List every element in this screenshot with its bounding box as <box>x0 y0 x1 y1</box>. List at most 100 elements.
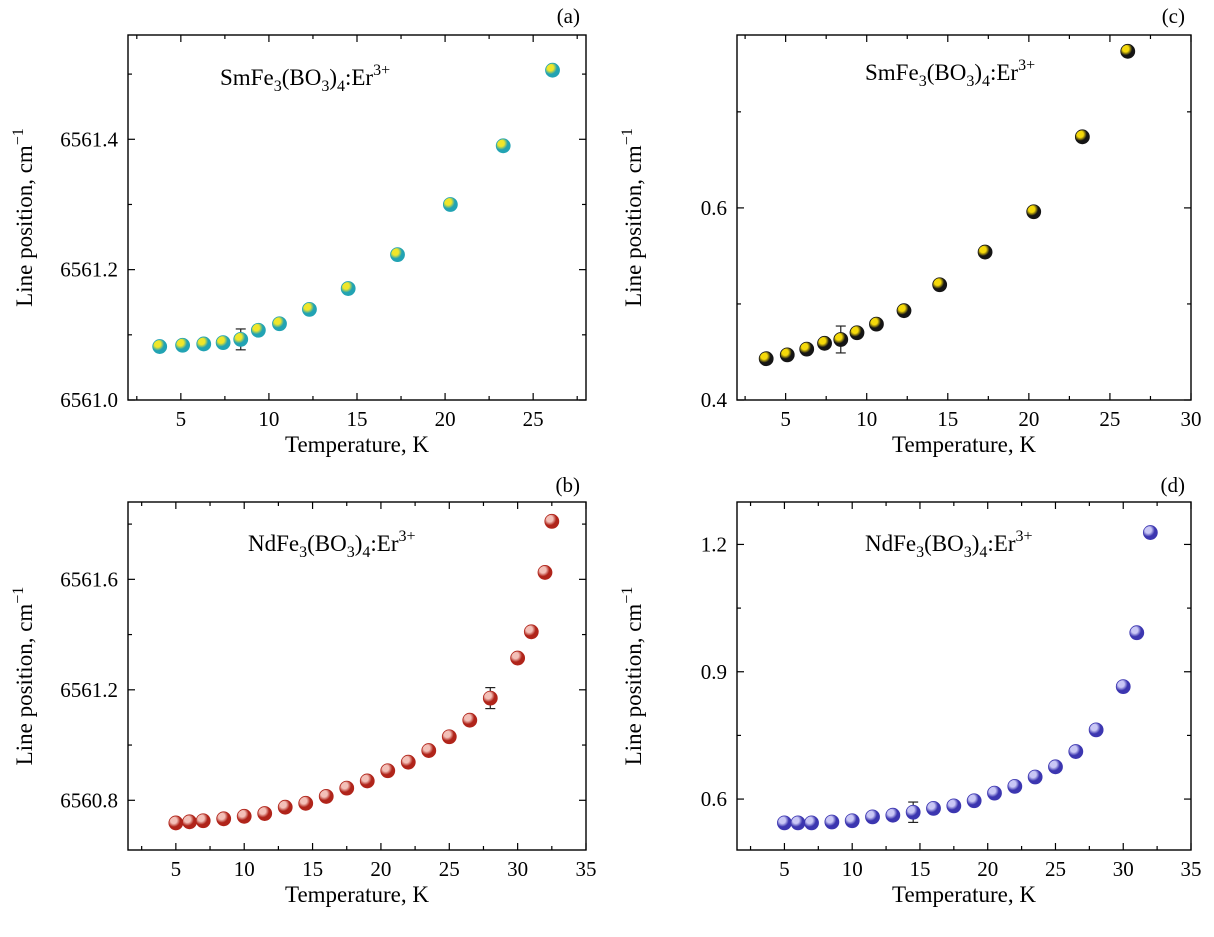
panel-d: 5 10 15 20 25 30 35 0.6 0.9 1.2 Temperature, K Line… <box>619 473 1202 907</box>
data-point <box>896 303 912 319</box>
panel-c: 5 10 15 20 25 30 0.4 0.6 Temperature, K Line posi… <box>619 4 1202 457</box>
annotation-pre: SmFe <box>220 65 274 90</box>
y-axis-label: Line position, cm−1 <box>619 128 646 307</box>
annotation-sub1: 3 <box>916 544 924 561</box>
data-point <box>152 339 168 354</box>
data-point <box>1129 625 1145 641</box>
x-tick-label: 20 <box>1018 407 1039 431</box>
data-point <box>1027 769 1043 785</box>
data-point <box>1068 744 1084 759</box>
data-point <box>441 729 457 745</box>
annotation-sub3: 4 <box>979 544 987 561</box>
compound-annotation: NdFe3(BO3)4:Er3+ <box>248 528 416 561</box>
data-point <box>844 813 860 829</box>
annotation-pre: SmFe <box>865 60 919 85</box>
y-tick-label: 6561.2 <box>60 258 118 282</box>
data-point <box>885 807 901 823</box>
data-point <box>817 335 832 351</box>
data-point <box>537 565 553 580</box>
annotation-sub1: 3 <box>274 78 282 95</box>
x-tick-label: 5 <box>171 857 182 881</box>
annotation-sub3: 4 <box>362 544 370 561</box>
annotation-mid: (BO <box>924 531 964 556</box>
data-point <box>1142 525 1158 540</box>
y-axis-label-superscript: −1 <box>10 587 27 604</box>
data-point <box>833 332 849 347</box>
data-point <box>339 780 355 796</box>
x-tick-label: 30 <box>1181 407 1202 431</box>
data-point <box>1048 759 1063 775</box>
data-point <box>257 806 273 821</box>
panel-label: (d) <box>1161 473 1186 497</box>
data-point <box>1088 722 1104 738</box>
x-tick-label: 15 <box>909 857 930 881</box>
plot-frame <box>736 34 1192 401</box>
annotation-sub2: 3 <box>966 73 974 90</box>
panel-label: (a) <box>557 4 580 28</box>
annotation-post: ) <box>355 531 363 556</box>
data-point <box>272 316 287 332</box>
x-tick-label: 20 <box>370 857 391 881</box>
x-tick-label: 30 <box>507 857 528 881</box>
y-axis-label: Line position, cm−1 <box>10 128 37 307</box>
data-point <box>777 815 792 831</box>
y-tick-label: 0.4 <box>701 388 728 412</box>
y-tick-label: 6561.2 <box>60 678 118 702</box>
x-tick-label: 5 <box>780 407 791 431</box>
x-tick-label: 30 <box>1113 857 1134 881</box>
data-point <box>545 62 560 78</box>
x-tick-label: 15 <box>347 407 368 431</box>
annotation-sup: 3+ <box>1016 528 1033 545</box>
x-tick-label: 20 <box>435 407 456 431</box>
x-tick-label: 10 <box>856 407 877 431</box>
data-point <box>865 809 880 825</box>
annotation-tail: :Er <box>370 531 398 556</box>
annotation-mid: (BO <box>927 60 967 85</box>
annotation-sub2: 3 <box>347 544 355 561</box>
data-point <box>966 793 982 809</box>
annotation-post: ) <box>329 65 337 90</box>
y-tick-label: 6561.4 <box>60 127 118 151</box>
y-tick-label: 6560.8 <box>60 788 118 812</box>
data-point <box>804 815 819 831</box>
data-point <box>799 341 815 357</box>
data-point <box>1007 778 1023 794</box>
data-point <box>318 789 334 804</box>
x-tick-label: 10 <box>842 857 863 881</box>
data-point <box>1074 129 1090 145</box>
annotation-tail: :Er <box>987 531 1015 556</box>
data-point <box>442 197 458 212</box>
compound-annotation: SmFe3(BO3)4:Er3+ <box>865 57 1035 90</box>
x-tick-label: 15 <box>302 857 323 881</box>
data-point <box>932 277 948 293</box>
data-point <box>195 813 211 829</box>
x-tick-label: 25 <box>1045 857 1066 881</box>
y-axis-label-text: Line position, cm <box>12 604 37 766</box>
data-point <box>495 138 511 154</box>
data-point <box>380 763 396 779</box>
data-point <box>340 281 356 296</box>
x-tick-label: 10 <box>234 857 255 881</box>
annotation-mid: (BO <box>282 65 322 90</box>
x-tick-label: 10 <box>258 407 279 431</box>
data-point <box>216 811 232 827</box>
compound-annotation: SmFe3(BO3)4:Er3+ <box>220 62 390 95</box>
y-axis-label-text: Line position, cm <box>12 145 37 307</box>
y-axis-label-superscript: −1 <box>10 128 27 145</box>
x-tick-label: 25 <box>523 407 544 431</box>
data-point <box>905 804 921 820</box>
y-axis-label: Line position, cm−1 <box>619 587 646 766</box>
annotation-post: ) <box>974 60 982 85</box>
data-point <box>236 808 252 824</box>
panel-label: (c) <box>1162 4 1185 28</box>
x-tick-label: 35 <box>1181 857 1202 881</box>
y-axis-label-text: Line position, cm <box>621 604 646 766</box>
annotation-sub2: 3 <box>964 544 972 561</box>
data-point <box>215 335 231 351</box>
annotation-sub3: 4 <box>982 73 990 90</box>
compound-annotation: NdFe3(BO3)4:Er3+ <box>865 528 1033 561</box>
data-point <box>302 302 317 317</box>
y-tick-label: 0.9 <box>701 660 727 684</box>
annotation-mid: (BO <box>307 531 347 556</box>
